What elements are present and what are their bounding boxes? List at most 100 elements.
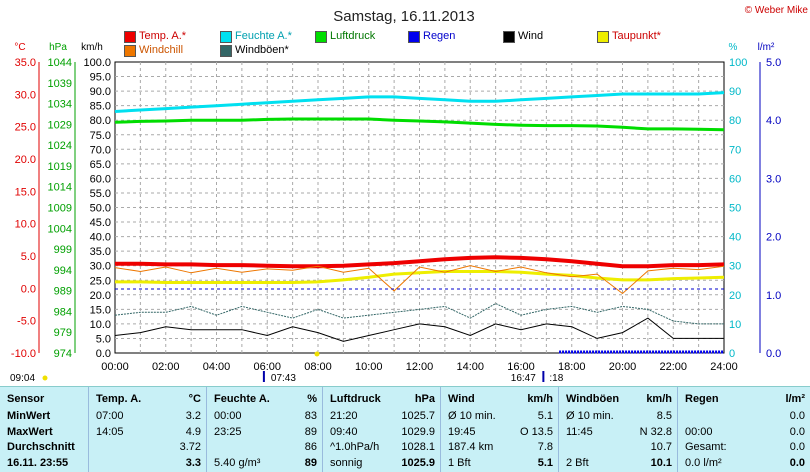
axis-tick-pressure: 1024 — [48, 140, 72, 152]
axis-tick-humidity: 20 — [729, 290, 741, 302]
table-cell-label: 14:05 — [96, 425, 124, 438]
axis-tick-pressure: 1039 — [48, 78, 72, 90]
table-header-label: Luftdruck — [330, 393, 381, 405]
table-cell-value: 1029.9 — [401, 425, 435, 438]
axis-tick-wind: 90.0 — [90, 86, 111, 98]
x-tick-label: 14:00 — [456, 361, 484, 373]
axis-tick-temp: 35.0 — [15, 57, 36, 69]
table-header-label: Feuchte A. — [214, 393, 270, 405]
table-cell-label: 07:00 — [96, 410, 124, 422]
series-line-feuchtea — [114, 91, 725, 113]
table-header-unit: km/h — [646, 393, 672, 405]
table-cell-label: 00:00 — [214, 410, 242, 422]
table-row: 1 Bft 5.1 — [441, 455, 559, 472]
table-header-unit: km/h — [527, 393, 553, 405]
table-row: 07:00 3.2 — [89, 408, 207, 425]
table-cell-label: 23:25 — [214, 425, 242, 438]
axis-tick-wind: 35.0 — [90, 246, 111, 258]
axis-tick-wind: 15.0 — [90, 304, 111, 316]
weather-chart: Samstag, 16.11.2013 © Weber Mike 35.0 30.… — [10, 5, 809, 384]
table-column: Sensor MinWert MaxWert Durchschnitt 16.11. 2… — [0, 387, 88, 472]
table-row: 19:45 O 13.5 — [441, 424, 559, 441]
daylength-label: 09:04 — [10, 373, 35, 384]
axis-tick-rain: 1.0 — [766, 290, 781, 302]
legend-swatch — [124, 45, 136, 57]
x-tick-label: 12:00 — [406, 361, 434, 373]
table-cell-value: 8.5 — [656, 410, 672, 422]
table-row: 187.4 km 7.8 — [441, 439, 559, 456]
table-row: 3.72 — [89, 439, 207, 456]
axis-tick-wind: 65.0 — [90, 159, 111, 171]
axis-tick-wind: 55.0 — [90, 188, 111, 200]
axis-tick-temp: 20.0 — [15, 154, 36, 166]
table-row: 11:45 N 32.8 — [559, 424, 678, 441]
axis-tick-wind: 30.0 — [90, 261, 111, 273]
axis-unit-pressure: hPa — [49, 42, 67, 53]
table-cell-label: Ø 10 min. — [566, 410, 614, 422]
axis-tick-wind: 100.0 — [83, 57, 111, 69]
axis-tick-wind: 10.0 — [90, 319, 111, 331]
axis-tick-humidity: 30 — [729, 261, 741, 273]
table-row: 23:25 89 — [207, 424, 323, 441]
table-cell-label: 1 Bft — [448, 456, 471, 469]
table-header-label: Sensor — [7, 393, 45, 405]
x-tick-label: 18:00 — [558, 361, 586, 373]
x-tick-label: 22:00 — [659, 361, 687, 373]
axis-tick-wind: 45.0 — [90, 217, 111, 229]
table-header-label: Windböen — [566, 393, 620, 405]
axis-tick-humidity: 50 — [729, 203, 741, 215]
table-cell-value: N 32.8 — [639, 425, 672, 438]
table-header: Temp. A. °C — [89, 391, 207, 408]
series-line-windchill — [114, 265, 725, 295]
axis-tick-wind: 70.0 — [90, 144, 111, 156]
table-row: Ø 10 min. 8.5 — [559, 408, 678, 425]
stats-table: Sensor MinWert MaxWert Durchschnitt 16.11. 2… — [0, 386, 810, 472]
legend-swatch — [124, 31, 136, 43]
x-tick-label: 06:00 — [253, 361, 281, 373]
table-column: Temp. A. °C 07:00 3.2 14:05 4.9 3.72 3.3 — [88, 387, 207, 472]
legend-label: Regen — [423, 30, 456, 42]
table-row: 2 Bft 10.1 — [559, 455, 678, 472]
table-cell-value: 89 — [304, 456, 317, 469]
table-row: 09:40 1029.9 — [323, 424, 441, 441]
table-cell-label: 5.40 g/m³ — [214, 456, 261, 469]
axis-tick-pressure: 1014 — [48, 182, 72, 194]
axis-tick-wind: 40.0 — [90, 232, 111, 244]
axis-tick-humidity: 10 — [729, 319, 741, 331]
axis-tick-pressure: 994 — [54, 265, 72, 277]
table-column: Regen l/m² 0.0 00:00 0.0 Gesamt: 0.0 0.0 l/m² 0.… — [677, 387, 810, 472]
axis-tick-pressure: 1019 — [48, 161, 72, 173]
table-cell-value: 0.0 — [789, 410, 805, 422]
table-cell-value: 1025.7 — [401, 410, 435, 422]
axis-unit-rain: l/m² — [758, 42, 775, 53]
axis-tick-humidity: 60 — [729, 173, 741, 185]
table-cell-value: 0.0 — [789, 441, 805, 453]
table-row: sonnig 1025.9 — [323, 455, 441, 472]
x-tick-label: 04:00 — [203, 361, 231, 373]
table-row: 86 — [207, 439, 323, 456]
axis-tick-humidity: 0 — [729, 348, 735, 360]
table-header-unit: l/m² — [785, 393, 805, 405]
table-header: Windböen km/h — [559, 391, 678, 408]
table-header: Feuchte A.% — [207, 391, 323, 408]
table-cell-value: 86 — [304, 441, 317, 453]
axis-tick-pressure: 1004 — [48, 223, 72, 235]
chart-title: Samstag, 16.11.2013 — [333, 8, 475, 25]
credit-link[interactable]: © Weber Mike — [745, 5, 809, 16]
table-row: 16.11. 23:55 — [0, 455, 88, 472]
axis-tick-wind: 5.0 — [96, 333, 111, 345]
table-cell-value: 5.1 — [537, 410, 553, 422]
axis-tick-temp: 10.0 — [15, 219, 36, 231]
legend-swatch — [220, 31, 232, 43]
table-cell-value: 4.9 — [185, 425, 201, 438]
table-row: 21:20 1025.7 — [323, 408, 441, 425]
table-cell-label: ^1.0hPa/h — [330, 441, 380, 453]
table-cell-value: 3.2 — [185, 410, 201, 422]
axis-tick-wind: 25.0 — [90, 275, 111, 287]
table-header-label: Temp. A. — [96, 393, 142, 405]
axis-tick-wind: 0.0 — [96, 348, 111, 360]
axis-tick-humidity: 90 — [729, 86, 741, 98]
axis-tick-humidity: 40 — [729, 232, 741, 244]
axis-tick-temp: -5.0 — [17, 316, 36, 328]
axis-tick-pressure: 979 — [54, 327, 72, 339]
